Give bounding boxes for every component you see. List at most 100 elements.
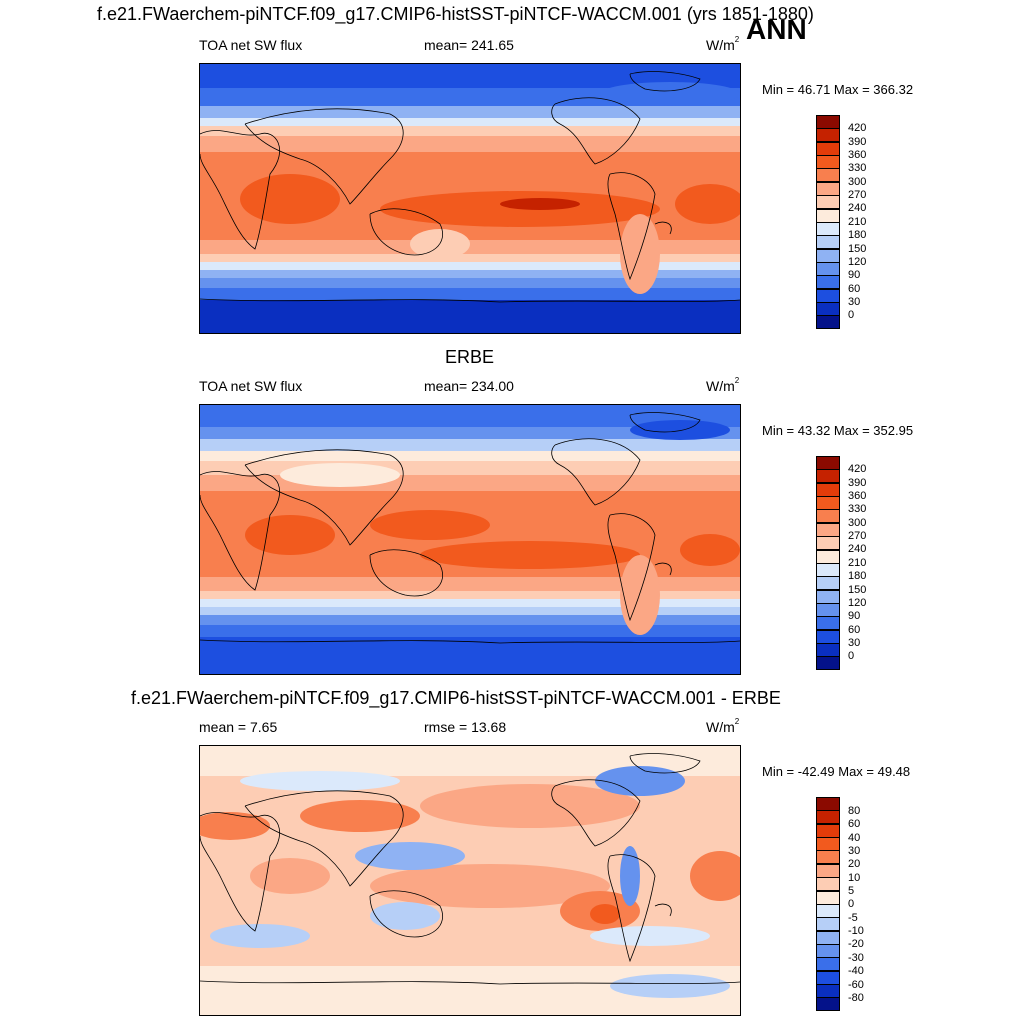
- colorbar-swatch: [816, 142, 840, 156]
- colorbar-tick: 300: [848, 517, 867, 529]
- colorbar-swatch: [816, 603, 840, 617]
- mean-label: mean= 241.65: [424, 37, 514, 53]
- colorbar-swatch: [816, 195, 840, 209]
- colorbar-diff: [816, 797, 840, 1011]
- variable-label: TOA net SW flux: [199, 378, 303, 394]
- colorbar-swatch: [816, 209, 840, 223]
- colorbar-tick: 10: [848, 872, 861, 884]
- colorbar-tick: 30: [848, 637, 861, 649]
- colorbar-swatch: [816, 128, 840, 142]
- colorbar-tick: 330: [848, 503, 867, 515]
- colorbar-swatch: [816, 222, 840, 236]
- colorbar-tick: 210: [848, 557, 867, 569]
- colorbar-swatch: [816, 904, 840, 918]
- colorbar-swatch: [816, 563, 840, 577]
- map-diff-field: [200, 746, 740, 1015]
- section-title: f.e21.FWaerchem-piNTCF.f09_g17.CMIP6-his…: [131, 688, 781, 708]
- colorbar-swatch: [816, 931, 840, 945]
- colorbar-model: [816, 115, 840, 329]
- colorbar-swatch: [816, 864, 840, 878]
- colorbar-tick: 90: [848, 610, 861, 622]
- unit-label: W/m2: [706, 376, 740, 394]
- colorbar-tick: 360: [848, 490, 867, 502]
- colorbar-tick: 180: [848, 570, 867, 582]
- colorbar-swatch: [816, 877, 840, 891]
- colorbar-swatch: [816, 483, 840, 497]
- colorbar-tick: 390: [848, 477, 867, 489]
- colorbar-swatch: [816, 509, 840, 523]
- colorbar-tick: -10: [848, 925, 864, 937]
- colorbar-swatch: [816, 997, 840, 1011]
- colorbar-swatch: [816, 235, 840, 249]
- unit-label: W/m2: [706, 35, 740, 53]
- colorbar-tick: 40: [848, 832, 861, 844]
- unit-label: W/m2: [706, 717, 740, 735]
- colorbar-tick: 60: [848, 624, 861, 636]
- colorbar-tick: 120: [848, 256, 867, 268]
- colorbar-swatch: [816, 656, 840, 670]
- colorbar-tick: 80: [848, 805, 861, 817]
- colorbar-tick: 150: [848, 584, 867, 596]
- colorbar-tick: 0: [848, 309, 855, 321]
- colorbar-swatch: [816, 576, 840, 590]
- colorbar-tick: 240: [848, 202, 867, 214]
- colorbar-tick: 120: [848, 597, 867, 609]
- colorbar-tick: 150: [848, 243, 867, 255]
- colorbar-swatch: [816, 289, 840, 303]
- colorbar-tick: -5: [848, 912, 858, 924]
- colorbar-swatch: [816, 917, 840, 931]
- colorbar-swatch: [816, 550, 840, 564]
- colorbar-swatch: [816, 850, 840, 864]
- map-obs-field: [200, 405, 740, 674]
- colorbar-obs: [816, 456, 840, 670]
- colorbar-tick: -30: [848, 952, 864, 964]
- map-model: [199, 63, 741, 334]
- colorbar-swatch: [816, 315, 840, 329]
- colorbar-tick: 420: [848, 122, 867, 134]
- minmax-label: Min = 46.71 Max = 366.32: [762, 82, 914, 97]
- colorbar-swatch: [816, 957, 840, 971]
- colorbar-tick: 300: [848, 176, 867, 188]
- colorbar-tick: 60: [848, 283, 861, 295]
- colorbar-tick: 30: [848, 845, 861, 857]
- map-obs: [199, 404, 741, 675]
- colorbar-swatch: [816, 797, 840, 811]
- colorbar-tick: -80: [848, 992, 864, 1004]
- colorbar-swatch: [816, 262, 840, 276]
- main-title: f.e21.FWaerchem-piNTCF.f09_g17.CMIP6-his…: [97, 4, 814, 24]
- colorbar-swatch: [816, 275, 840, 289]
- colorbar-tick: 0: [848, 898, 855, 910]
- colorbar-swatch: [816, 496, 840, 510]
- variable-label: TOA net SW flux: [199, 37, 303, 53]
- colorbar-tick: -40: [848, 965, 864, 977]
- colorbar-swatch: [816, 837, 840, 851]
- minmax-label: Min = -42.49 Max = 49.48: [762, 764, 911, 779]
- map-model-field: [200, 64, 740, 333]
- colorbar-swatch: [816, 891, 840, 905]
- colorbar-tick: 0: [848, 650, 855, 662]
- mean-label: mean= 234.00: [424, 378, 514, 394]
- colorbar-swatch: [816, 971, 840, 985]
- rmse-label: rmse = 13.68: [424, 719, 507, 735]
- colorbar-tick: 360: [848, 149, 867, 161]
- colorbar-tick: 60: [848, 818, 861, 830]
- colorbar-tick: 30: [848, 296, 861, 308]
- colorbar-swatch: [816, 824, 840, 838]
- colorbar-tick: 5: [848, 885, 855, 897]
- colorbar-tick: -20: [848, 938, 864, 950]
- map-diff: [199, 745, 741, 1016]
- colorbar-tick: -60: [848, 979, 864, 991]
- colorbar-swatch: [816, 302, 840, 316]
- colorbar-swatch: [816, 155, 840, 169]
- minmax-label: Min = 43.32 Max = 352.95: [762, 423, 914, 438]
- colorbar-tick: 210: [848, 216, 867, 228]
- colorbar-swatch: [816, 810, 840, 824]
- colorbar-swatch: [816, 984, 840, 998]
- colorbar-tick: 20: [848, 858, 861, 870]
- colorbar-tick: 420: [848, 463, 867, 475]
- season-label: ANN: [746, 14, 807, 45]
- colorbar-swatch: [816, 182, 840, 196]
- colorbar-swatch: [816, 523, 840, 537]
- colorbar-swatch: [816, 115, 840, 129]
- colorbar-swatch: [816, 168, 840, 182]
